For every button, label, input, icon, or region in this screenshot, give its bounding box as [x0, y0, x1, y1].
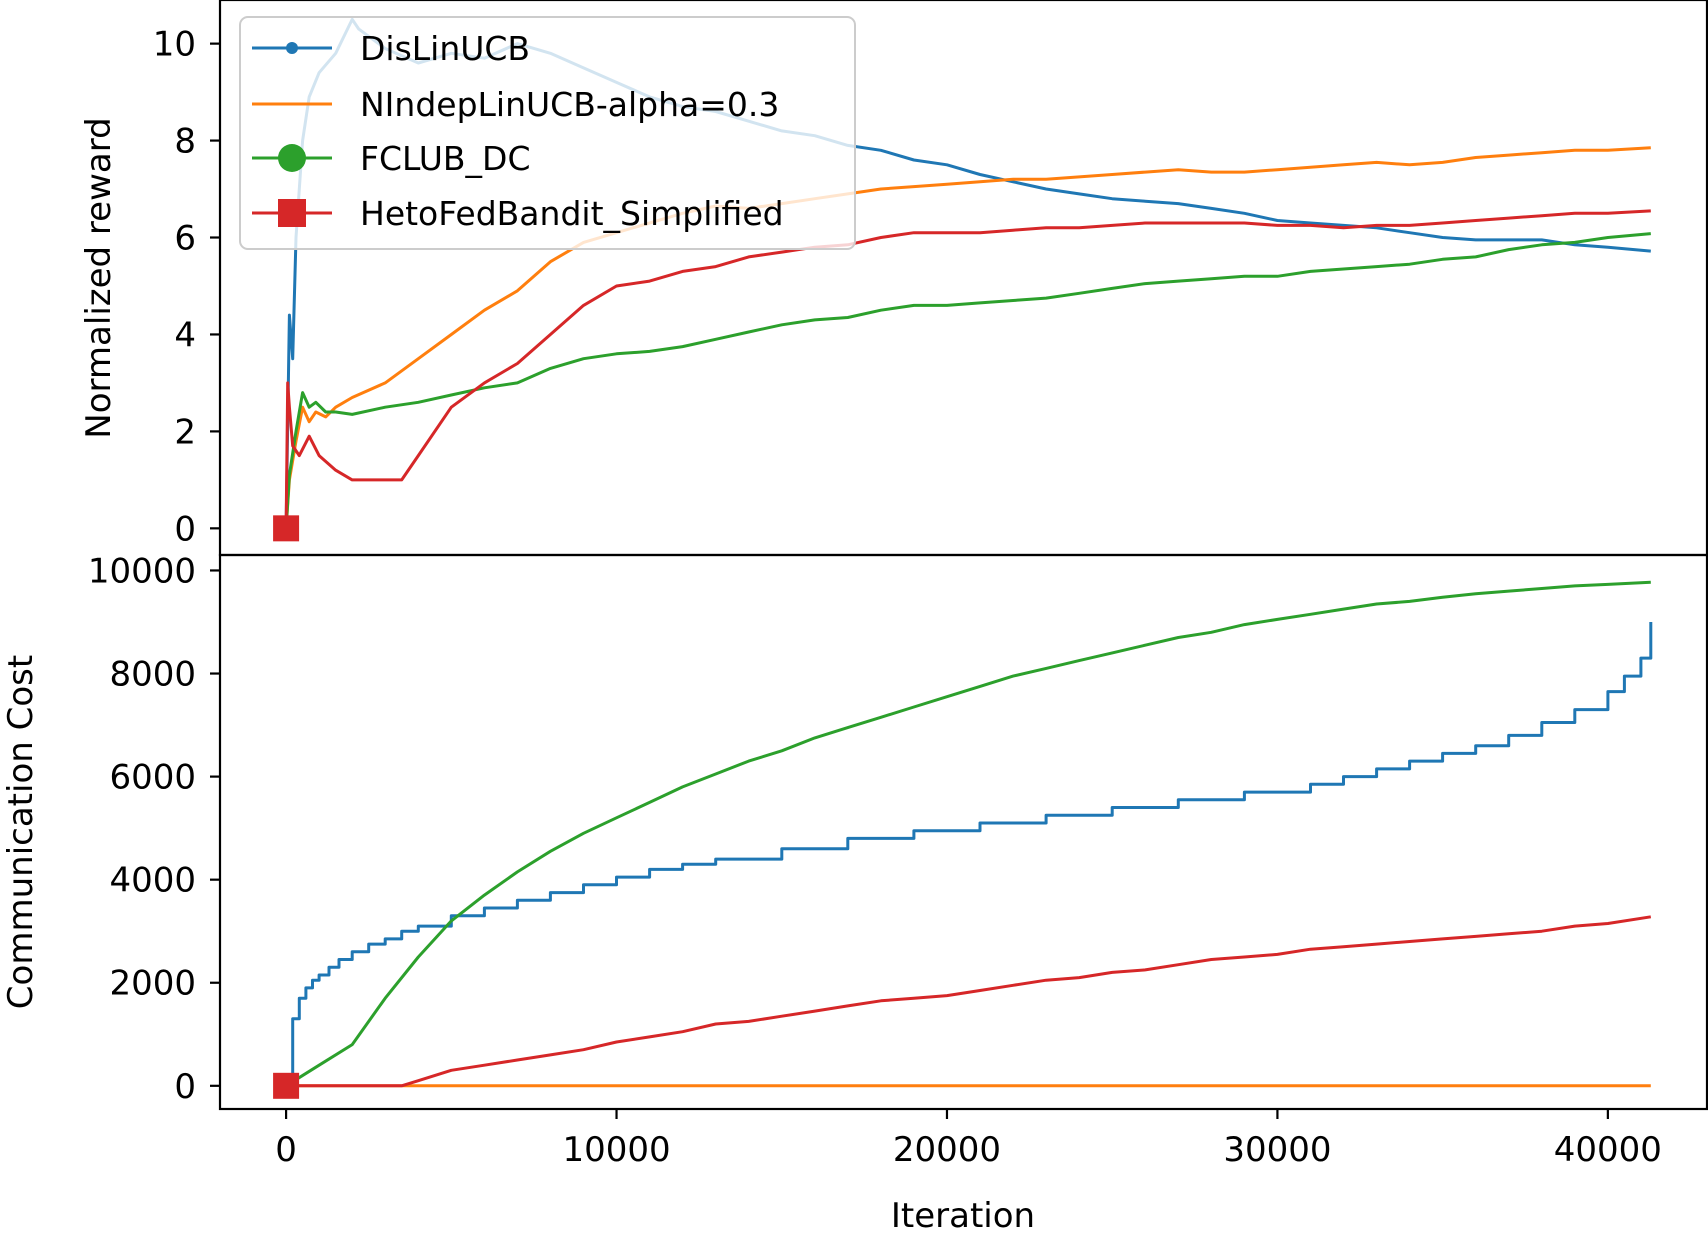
legend-entry-nindeplinucb: NIndepLinUCB-alpha=0.3	[252, 85, 779, 124]
reward-line-nindeplinucb-alpha-0-3	[284, 146, 1651, 529]
legend-entry-dislinucb: DisLinUCB	[252, 29, 530, 68]
reward-y-tick-label: 0	[174, 509, 196, 549]
comm-cost-y-tick-label: 0	[174, 1067, 196, 1107]
comm-cost-y-tick-label: 8000	[109, 655, 196, 695]
comm-cost-y-tick-label: 2000	[109, 964, 196, 1004]
comm-cost-axes-frame	[218, 553, 1708, 1111]
comm-cost-y-tick-label: 6000	[109, 758, 196, 798]
legend-label-nindeplinucb: NIndepLinUCB-alpha=0.3	[360, 85, 779, 124]
x-tick-label: 0	[275, 1130, 297, 1170]
legend-marker-hetofedbandit	[278, 199, 306, 227]
reward-y-tick-label: 4	[174, 315, 196, 355]
reward-y-tick-label: 10	[153, 25, 196, 65]
x-axis-label: Iteration	[891, 1196, 1035, 1236]
reward-y-ticks: 0 2 4 6 8 10	[153, 25, 220, 549]
legend-label-fclub-dc: FCLUB_DC	[360, 139, 531, 178]
legend-label-dislinucb: DisLinUCB	[360, 29, 530, 68]
x-tick-label: 30000	[1223, 1130, 1331, 1170]
legend-label-hetofedbandit: HetoFedBandit_Simplified	[360, 194, 784, 233]
reward-axes: 0 2 4 6 8 10 Normalized reward DisLinUCB NInd…	[79, 0, 1708, 557]
legend-marker-dislinucb	[286, 42, 298, 54]
reward-origin-marker-hetofedbandit	[273, 515, 300, 542]
reward-y-label: Normalized reward	[79, 117, 119, 438]
comm-cost-line-dislinucb	[286, 622, 1653, 1088]
comm-cost-series-group	[273, 580, 1653, 1099]
comm-cost-axes: 0 2000 4000 6000 8000 10000 0 10000 20000 30000 4…	[1, 551, 1708, 1236]
legend: DisLinUCB NIndepLinUCB-alpha=0.3 FCLUB_D…	[239, 16, 856, 250]
reward-y-tick-label: 6	[174, 219, 196, 259]
comm-cost-origin-marker-hetofedbandit	[273, 1072, 300, 1099]
reward-y-tick-label: 2	[174, 412, 196, 452]
comm-cost-line-fclub-dc	[285, 580, 1651, 1088]
comm-cost-y-ticks: 0 2000 4000 6000 8000 10000	[88, 551, 220, 1107]
reward-y-tick-label: 8	[174, 122, 196, 162]
comm-cost-line-hetofedbandit-simplified	[286, 915, 1652, 1088]
comm-cost-y-tick-label: 10000	[88, 551, 196, 591]
legend-marker-fclub-dc	[278, 144, 306, 172]
x-tick-label: 40000	[1554, 1130, 1662, 1170]
x-tick-label: 10000	[562, 1130, 670, 1170]
comm-cost-x-ticks: 0 10000 20000 30000 40000	[275, 1109, 1662, 1170]
legend-entry-fclub-dc: FCLUB_DC	[252, 139, 531, 178]
legend-entry-hetofedbandit: HetoFedBandit_Simplified	[252, 194, 784, 233]
reward-line-fclub-dc	[284, 232, 1651, 529]
comm-cost-y-label: Communication Cost	[1, 655, 41, 1009]
comm-cost-y-tick-label: 4000	[109, 861, 196, 901]
legend-box	[239, 16, 856, 250]
x-tick-label: 20000	[893, 1130, 1001, 1170]
